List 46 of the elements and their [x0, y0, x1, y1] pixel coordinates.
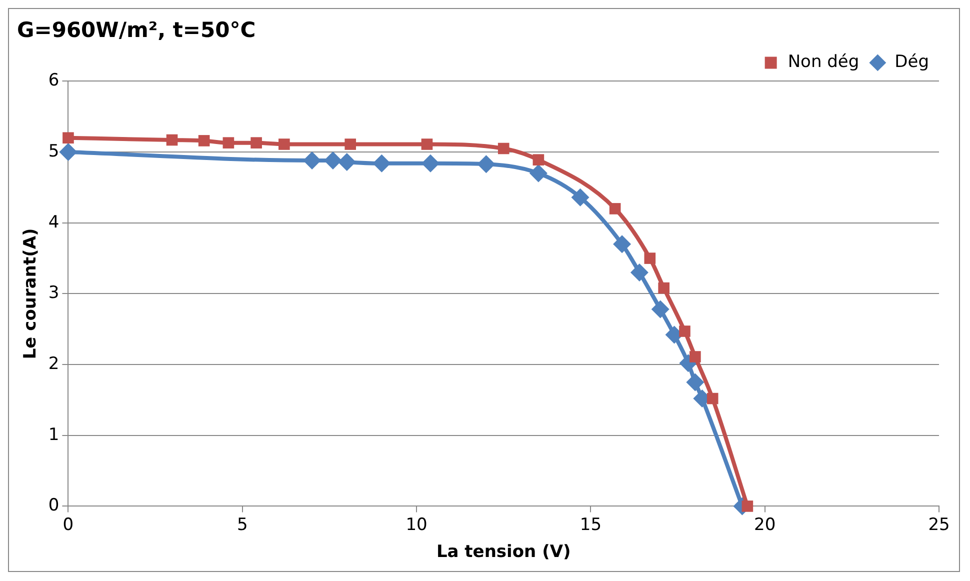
point — [679, 326, 690, 337]
point — [630, 263, 648, 282]
point — [477, 155, 496, 174]
x-axis-title: La tension (V) — [436, 542, 571, 562]
point — [62, 132, 74, 144]
point — [498, 142, 510, 154]
point — [658, 282, 670, 294]
y-tick-label: 5 — [48, 141, 60, 162]
point — [344, 138, 356, 150]
legend-label: Dég — [894, 52, 930, 72]
point — [613, 235, 632, 254]
point — [644, 252, 656, 264]
point — [651, 300, 670, 318]
point — [706, 392, 718, 404]
point — [690, 351, 701, 362]
x-tick-label: 15 — [580, 514, 602, 535]
x-tick-label: 10 — [406, 514, 428, 535]
y-tick-label: 3 — [48, 283, 60, 304]
x-tick-label: 25 — [928, 514, 950, 535]
chart-title: G=960W/m², t=50°C — [17, 18, 256, 42]
y-tick-label: 2 — [48, 354, 60, 374]
point — [532, 154, 544, 166]
legend-label: Non dég — [788, 52, 860, 72]
y-tick-label: 1 — [48, 424, 60, 445]
y-tick-label: 6 — [48, 70, 60, 91]
point — [198, 135, 210, 146]
x-tick-label: 20 — [754, 514, 776, 535]
point — [338, 152, 356, 171]
y-tick-label: 0 — [48, 496, 60, 516]
point — [250, 137, 262, 148]
point — [742, 500, 754, 512]
y-axis-title: Le courant(A) — [20, 228, 41, 360]
point — [529, 164, 548, 182]
y-tick-label: 4 — [48, 212, 60, 232]
point — [222, 137, 234, 148]
x-tick-label: 5 — [236, 514, 248, 535]
point — [421, 154, 440, 172]
point — [686, 373, 704, 392]
point — [421, 138, 433, 150]
point — [278, 138, 290, 150]
x-tick-label: 0 — [62, 514, 74, 535]
point — [372, 154, 391, 172]
point — [609, 203, 621, 214]
point — [166, 134, 178, 146]
point — [571, 188, 590, 206]
point — [59, 143, 78, 162]
